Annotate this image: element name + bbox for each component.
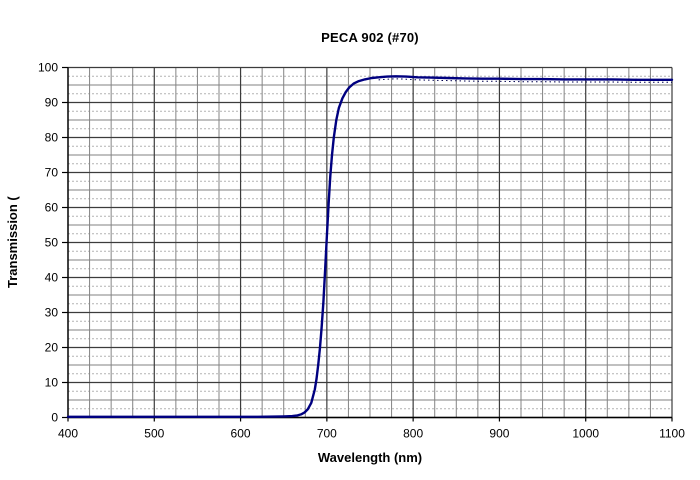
y-tick-label: 20: [45, 341, 59, 355]
y-tick-label: 100: [38, 61, 58, 75]
x-tick-label: 500: [144, 427, 164, 441]
x-axis-title: Wavelength (nm): [317, 450, 423, 465]
marker-dot-trail: [378, 78, 672, 83]
y-tick-label: 0: [51, 411, 58, 425]
y-tick-label: 30: [45, 306, 59, 320]
x-tick-label: 600: [231, 427, 251, 441]
transmission-curve: [66, 75, 674, 418]
y-tick-label: 80: [45, 131, 59, 145]
chart-title: PECA 902 (#70): [321, 30, 419, 45]
y-tick-label: 10: [45, 376, 59, 390]
x-tick-label: 1000: [572, 427, 599, 441]
y-tick-label: 70: [45, 166, 59, 180]
y-tick-label: 90: [45, 96, 59, 110]
x-tick-label: 700: [317, 427, 337, 441]
y-tick-label: 60: [45, 201, 59, 215]
x-tick-label: 800: [403, 427, 423, 441]
y-tick-label: 40: [45, 271, 59, 285]
x-tick-label: 1100: [659, 427, 685, 441]
x-tick-label: 400: [58, 427, 78, 441]
x-tick-label: 900: [489, 427, 509, 441]
y-tick-label: 50: [45, 236, 59, 250]
